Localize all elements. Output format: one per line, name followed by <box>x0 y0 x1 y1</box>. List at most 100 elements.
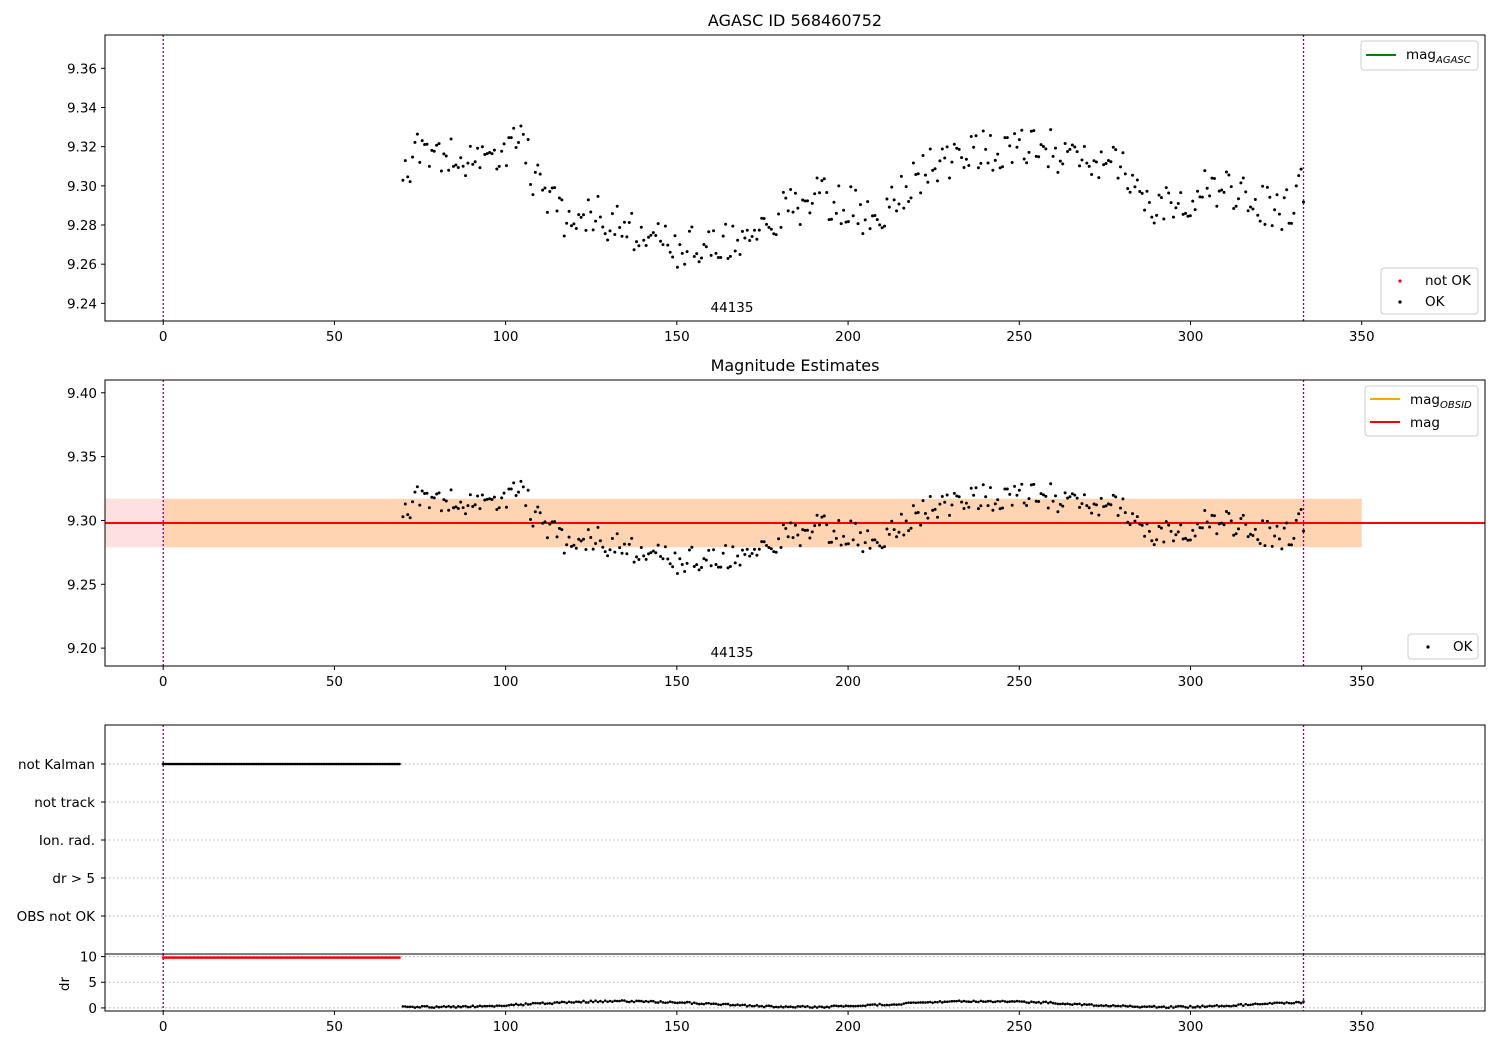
dr-point-ok <box>461 1004 465 1008</box>
ok-point <box>1001 506 1005 510</box>
ok-point <box>1020 128 1024 132</box>
ok-point <box>1147 201 1151 205</box>
category-label: not track <box>34 795 95 811</box>
dr-point-ok <box>1143 1005 1146 1008</box>
ok-point <box>957 495 961 499</box>
dr-point-ok <box>1015 999 1019 1003</box>
ok-point <box>1220 521 1224 525</box>
panel-flags: not Kalman not track Ion. rad. dr > 5 OBS no… <box>17 724 1486 955</box>
ok-point <box>964 501 968 505</box>
ok-point <box>1210 176 1214 180</box>
ok-point <box>904 519 908 523</box>
x-tick-label: 250 <box>1006 1019 1032 1035</box>
ok-point <box>1135 178 1139 182</box>
ok-point <box>1198 195 1202 199</box>
ok-point <box>543 520 547 524</box>
ok-point <box>1090 511 1094 515</box>
dr-point-ok <box>613 999 617 1003</box>
ok-point <box>456 166 460 170</box>
dr-point-ok <box>1044 1000 1048 1004</box>
ok-point <box>606 554 610 558</box>
ok-point <box>514 145 518 149</box>
ok-point <box>885 197 889 201</box>
dr-point-ok <box>437 1005 441 1009</box>
dr-point-ok <box>558 1001 561 1005</box>
ok-point <box>608 229 612 233</box>
y-tick-label: 9.30 <box>67 513 97 529</box>
dr-point-ok <box>950 999 954 1003</box>
ok-point <box>981 129 985 133</box>
ok-point <box>700 565 704 569</box>
dr-point-ok <box>743 1003 747 1007</box>
dr-point-ok <box>1092 1004 1096 1007</box>
dr-point-ok <box>765 1004 768 1008</box>
ok-point <box>808 536 812 540</box>
ok-point <box>740 548 744 552</box>
ok-point <box>507 487 511 491</box>
ok-point <box>789 521 793 525</box>
ok-point <box>902 206 906 210</box>
dr-point-ok <box>1164 1006 1168 1010</box>
dr-point-ok <box>1102 1004 1105 1008</box>
ok-point <box>1302 200 1306 204</box>
ok-point <box>801 528 805 532</box>
ok-point <box>1090 173 1094 177</box>
dr-point-ok <box>709 1002 713 1006</box>
dr-point-ok <box>488 1004 491 1008</box>
ok-point <box>815 176 819 180</box>
ok-point <box>1061 162 1065 166</box>
dr-point-ok <box>464 1004 467 1008</box>
dr-point-ok <box>676 1001 679 1005</box>
ok-point <box>803 199 807 203</box>
ok-point <box>1041 493 1045 497</box>
obsid-annotation: 44135 <box>711 300 754 316</box>
ok-point <box>890 519 894 523</box>
ok-point <box>1123 511 1127 515</box>
dr-point-ok <box>878 1002 882 1006</box>
ok-point <box>1121 497 1125 501</box>
dr-point-ok <box>442 1004 446 1008</box>
ok-point <box>851 214 855 218</box>
ok-point <box>899 512 903 516</box>
ok-point <box>1015 493 1019 497</box>
dr-point-ok <box>608 999 612 1003</box>
dr-point-ok <box>1001 999 1004 1003</box>
dr-point-ok <box>1099 1004 1103 1007</box>
ok-point <box>574 546 578 550</box>
dr-point-ok <box>1068 1002 1072 1006</box>
dr-point-ok <box>1150 1005 1154 1009</box>
ok-point <box>1092 159 1096 163</box>
x-tick-label: 50 <box>326 1019 343 1035</box>
dr-point-ok <box>774 1005 778 1009</box>
ok-point <box>1256 538 1260 542</box>
ok-point <box>1263 222 1267 226</box>
dr-point-ok <box>832 1004 836 1007</box>
ok-point <box>1138 189 1142 193</box>
ok-point <box>702 557 706 561</box>
ok-point <box>1008 492 1012 496</box>
ok-point <box>647 552 651 556</box>
dr-point-ok <box>1196 1004 1199 1008</box>
ok-point <box>1196 522 1200 526</box>
ok-point <box>996 498 1000 502</box>
ok-point <box>671 565 675 569</box>
ok-point <box>914 511 918 515</box>
dr-point-ok <box>1046 1001 1050 1005</box>
dr-point-ok <box>440 1005 443 1009</box>
ok-point <box>851 538 855 542</box>
ok-point <box>1277 537 1281 541</box>
dr-point-ok <box>536 1001 540 1005</box>
ok-point <box>502 491 506 495</box>
ok-point <box>1056 170 1060 174</box>
dr-point-ok <box>654 1001 658 1004</box>
dr-point-ok <box>606 1000 609 1004</box>
ok-point <box>594 219 598 223</box>
dr-point-ok <box>1203 1005 1207 1009</box>
ok-point <box>529 518 533 522</box>
x-tick-label: 200 <box>835 674 861 690</box>
ok-point <box>1297 512 1301 516</box>
ok-point <box>772 232 776 236</box>
ok-point <box>630 211 634 215</box>
ok-point <box>1053 146 1057 150</box>
ok-point <box>921 154 925 158</box>
